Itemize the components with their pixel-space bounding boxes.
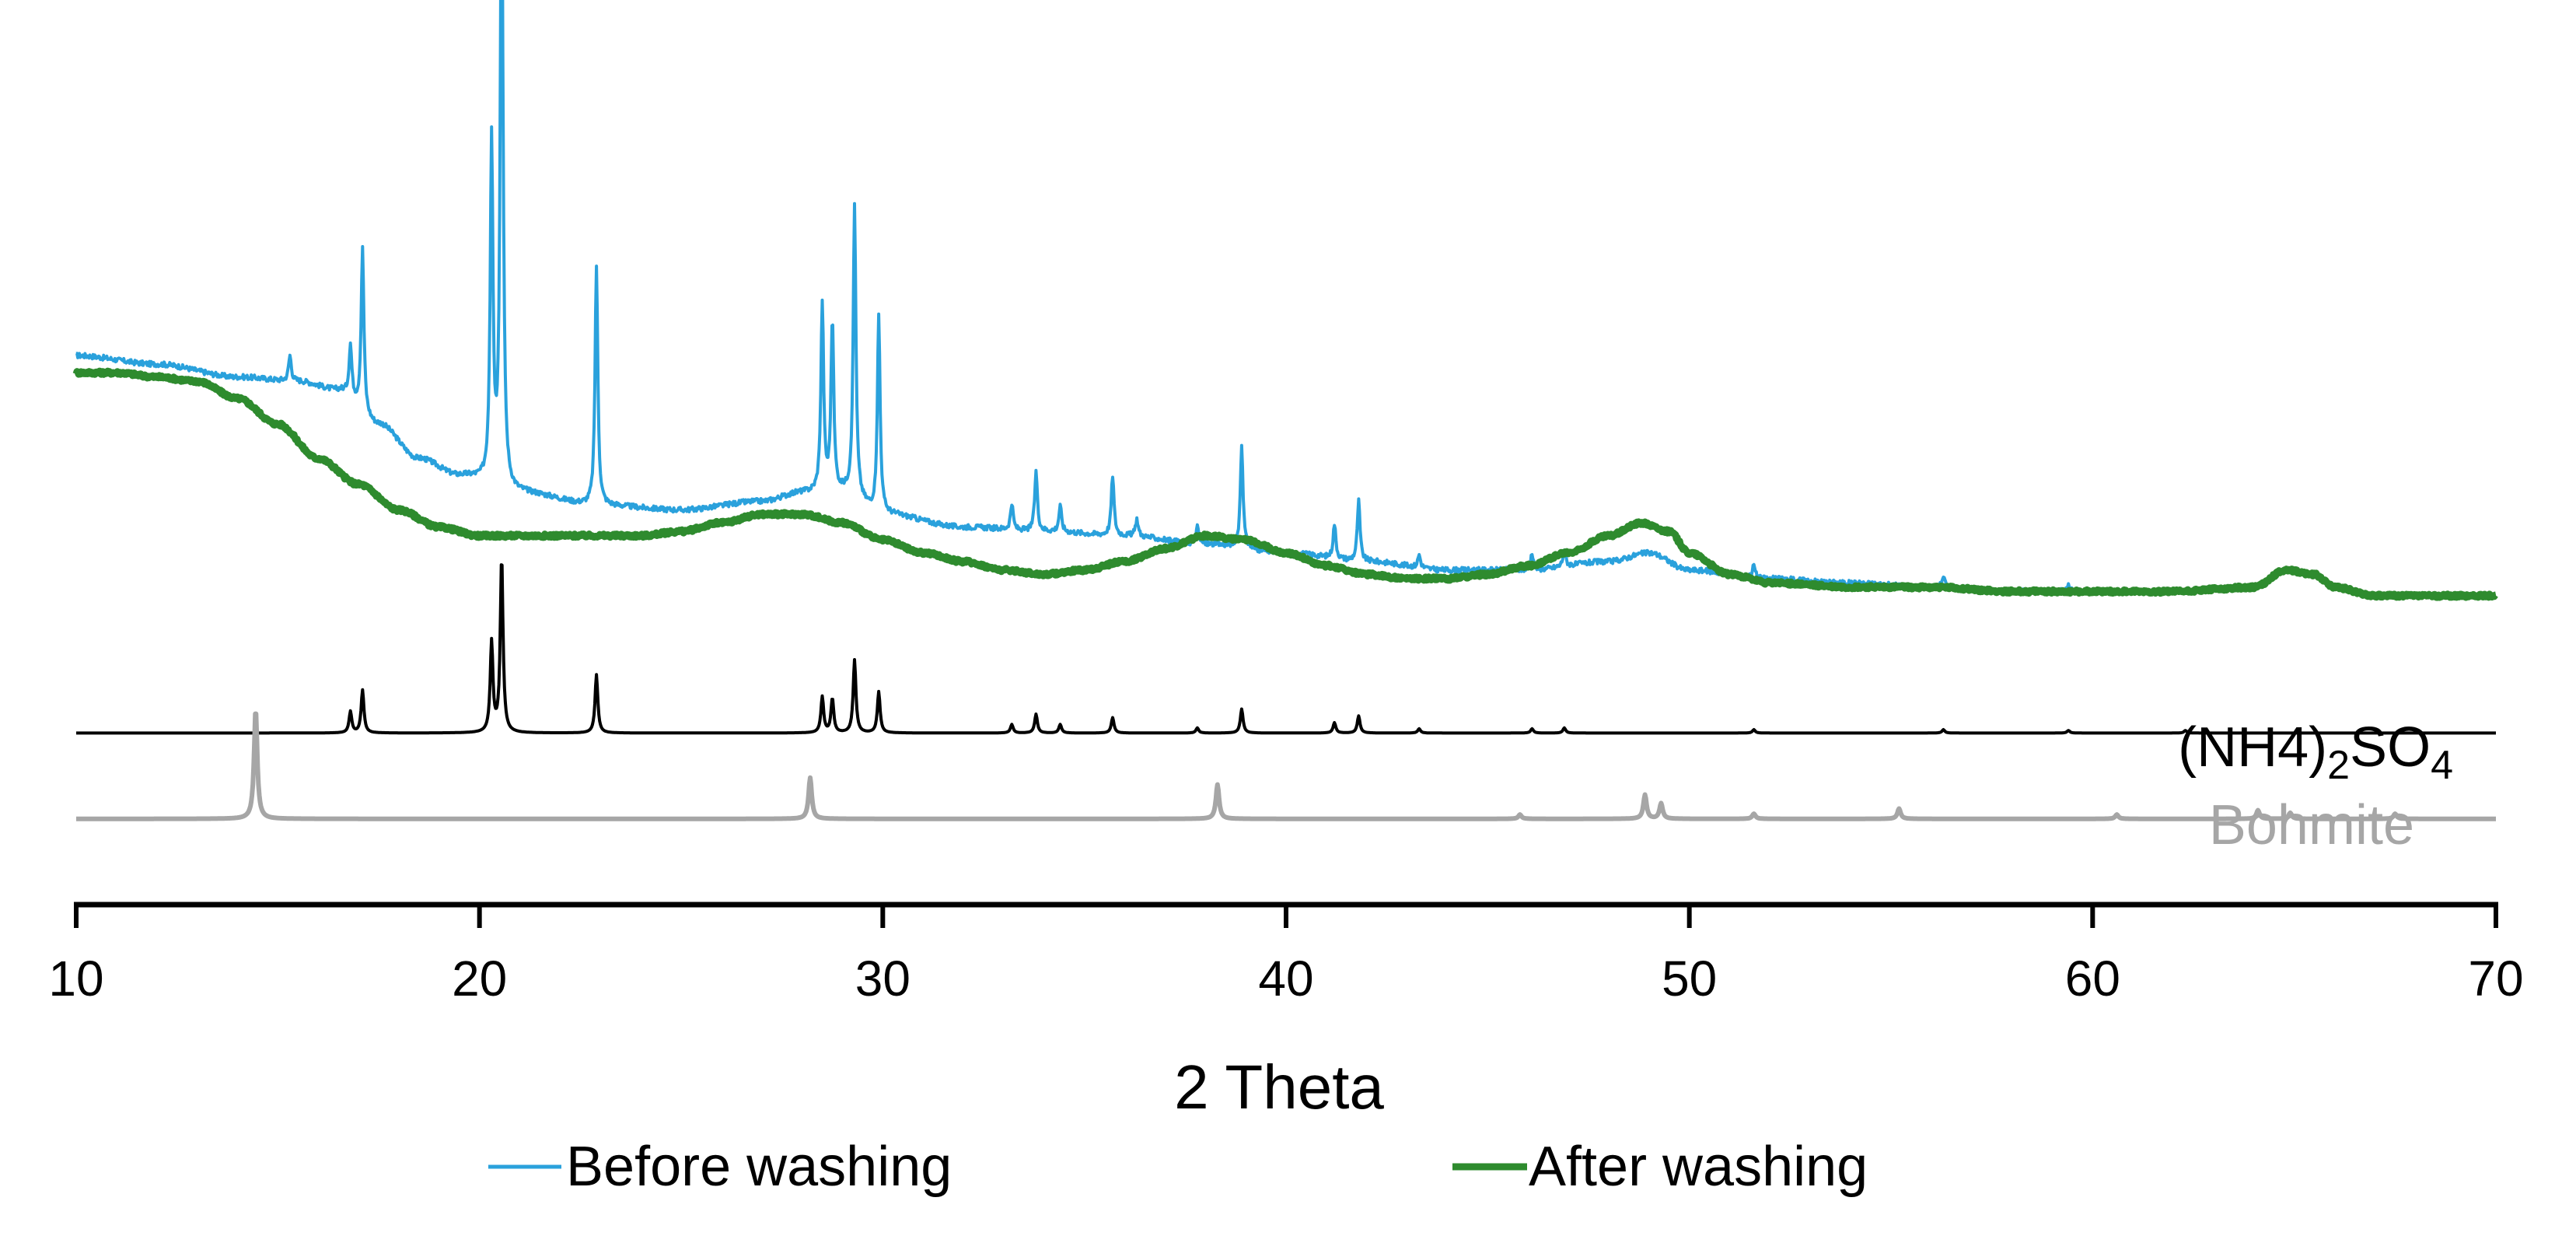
ammonium-sulfate-label: (NH4)2SO4 xyxy=(2178,716,2453,788)
x-axis-title: 2 Theta xyxy=(1174,1052,1384,1122)
bohmite-label: Bohmite xyxy=(2209,794,2414,856)
x-axis: 10 20 30 40 50 60 70 2 Theta xyxy=(48,902,2524,1122)
legend-label-before-washing: Before washing xyxy=(566,1136,952,1198)
plot-area xyxy=(72,0,2499,821)
x-tick-label-60: 60 xyxy=(2065,951,2120,1007)
x-tick-label-70: 70 xyxy=(2468,951,2523,1007)
x-axis-tick-labels: 10 20 30 40 50 60 70 xyxy=(48,951,2523,1007)
x-tick-label-30: 30 xyxy=(855,951,911,1007)
series-bohmite-reference-line xyxy=(75,711,2497,821)
x-tick-label-10: 10 xyxy=(48,951,103,1007)
reference-labels: (NH4)2SO4 Bohmite xyxy=(2178,716,2453,856)
legend-label-after-washing: After washing xyxy=(1529,1136,1868,1198)
legend: Before washing After washing xyxy=(488,1136,1868,1198)
x-tick-label-20: 20 xyxy=(452,951,507,1007)
series-before-washing-line xyxy=(75,0,2095,596)
series-ammonium-sulfate-reference-line xyxy=(75,563,2497,735)
x-tick-label-50: 50 xyxy=(1662,951,1717,1007)
x-tick-label-40: 40 xyxy=(1258,951,1313,1007)
series-after-washing-line xyxy=(72,367,2499,601)
x-axis-ticks xyxy=(74,905,2498,928)
